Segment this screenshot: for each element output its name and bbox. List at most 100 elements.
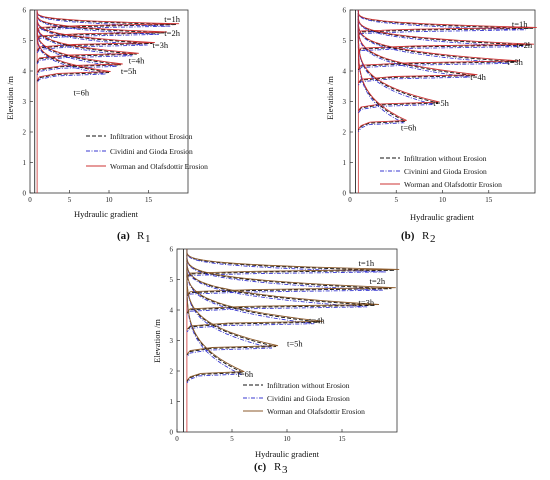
legend-label-infiltration: Infiltration without Erosion [404,154,487,163]
time-label: t=3h [507,57,523,67]
y-tick-label: 3 [170,337,174,345]
chart-marks [355,10,537,193]
y-tick-label: 6 [170,246,174,254]
axis-ticks: 0 1 2 3 4 5 6 0 5 10 15 [23,7,153,205]
series-line-t=4h-cividini [186,258,315,333]
y-tick-label: 5 [170,276,174,284]
chart-marks [34,10,180,193]
x-axis-label: Hydraulic gradient [255,449,320,459]
series-line-t=4h-cividini [36,17,133,65]
series-line-t=6h-worman [357,28,407,130]
x-tick-label: 10 [439,196,447,204]
legend-label-cividini: Cividini and Gioda Erosion [267,394,350,403]
caption-b: (b) R 2 [401,230,436,245]
time-label: t=4h [470,72,486,82]
series-line-t=6h-worman [186,267,245,381]
series-line-t=3h-infiltration [36,14,153,52]
time-label: t=5h [121,66,137,76]
time-label: t=2h [164,28,180,38]
series-line-t=6h-worman [36,26,111,81]
time-annotations: t=1h t=2h t=3h t=4ht=5h t=6h [73,14,180,97]
series-line-t=5h-cividini [357,23,435,114]
legend-label-infiltration: Infiltration without Erosion [267,381,350,390]
y-tick-label: 1 [170,398,174,406]
caption-tag: (c) [254,461,267,473]
caption-a: (a) R 1 [117,230,151,245]
legend-label-cividini: Civinini and Gioda Erosion [404,167,487,176]
y-tick-label: 5 [343,37,347,45]
caption-name: R [274,461,282,473]
y-tick-label: 2 [170,368,174,376]
time-label: t=1h [164,14,180,24]
y-tick-label: 6 [343,7,347,15]
x-tick-label: 0 [348,196,352,204]
legend: Infiltration without Erosion Cividini an… [243,381,365,416]
y-tick-label: 3 [343,98,347,106]
chart-panel-r1: 0 1 2 3 4 5 6 0 5 10 15 t=1h t=2h t=3h t=4ht=5h t=6h I… [5,7,208,220]
x-tick-label: 15 [339,435,347,443]
y-axis-label: Elevation /m [325,76,335,120]
x-tick-label: 10 [106,196,114,204]
caption-tag: (b) [401,230,415,242]
y-tick-label: 5 [23,37,27,45]
time-label: t=6h [73,87,89,97]
time-label: t=4h [309,316,325,326]
time-label: t=2h [370,276,386,286]
x-tick-label: 15 [485,196,493,204]
time-label: t=2h [517,40,533,50]
y-tick-label: 1 [23,159,27,167]
y-axis-label: Elevation /m [5,76,15,120]
time-label: t=6h [238,369,254,379]
caption-name: R [137,230,145,242]
time-label: t=3h [152,40,168,50]
time-label: t=5h [433,98,449,108]
legend-label-infiltration: Infiltration without Erosion [110,132,193,141]
legend: Infiltration without Erosion Civinini an… [380,154,502,189]
y-tick-label: 0 [170,429,174,437]
x-tick-label: 5 [395,196,399,204]
chart-panel-r2: 0 1 2 3 4 5 6 0 5 10 15 t=1h t=2h t=3h t=4h t=5h t=6h I… [325,7,537,222]
time-label: t=5h [287,339,303,349]
chart-marks [183,249,400,432]
legend-label-worman: Worman and Olafsdottir Erosion [110,162,208,171]
y-tick-label: 0 [343,190,347,198]
y-axis-label: Elevation /m [152,319,162,363]
chart-panel-r3: 0 1 2 3 4 5 6 0 5 10 15 t=1h t=2h t=3h t=4h t=5h t=6h I… [152,246,400,459]
time-label: t=6h [401,122,417,132]
axis-ticks: 0 1 2 3 4 5 6 0 5 10 15 [343,7,493,205]
caption-tag: (a) [117,230,130,242]
x-tick-label: 0 [175,435,179,443]
legend-label-worman: Worman and Olafsdottir Erosion [267,407,365,416]
y-tick-label: 6 [23,7,27,15]
time-label: t=1h [512,19,528,29]
time-annotations: t=1h t=2h t=3h t=4h t=5h t=6h [401,19,533,133]
series-line-t=2h-infiltration [36,11,165,41]
caption-subscript: 3 [282,464,288,476]
legend: Infiltration without Erosion Cividini an… [86,132,208,171]
time-label: t=3h [359,297,375,307]
series-line-t=3h-worman [186,255,380,313]
y-tick-label: 4 [23,68,27,76]
y-tick-label: 0 [23,190,27,198]
y-tick-label: 2 [343,129,347,137]
legend-label-cividini: Cividini and Gioda Erosion [110,147,193,156]
x-tick-label: 15 [145,196,153,204]
x-tick-label: 5 [230,435,234,443]
series-line-t=1h-cividini [186,249,387,280]
x-tick-label: 5 [68,196,72,204]
x-axis-label: Hydraulic gradient [74,209,139,219]
x-tick-label: 0 [28,196,32,204]
y-tick-label: 4 [343,68,347,76]
axis-ticks: 0 1 2 3 4 5 6 0 5 10 15 [170,246,347,444]
caption-subscript: 2 [430,233,436,245]
caption-name: R [422,230,430,242]
time-annotations: t=1h t=2h t=3h t=4h t=5h t=6h [238,258,386,379]
series-line-t=5h-worman [357,23,440,111]
series-line-t=1h-infiltration [186,249,395,278]
series-line-t=4h-infiltration [357,19,475,85]
y-tick-label: 2 [23,129,27,137]
time-label: t=4h [129,55,145,65]
time-label: t=1h [359,258,375,268]
caption-subscript: 1 [145,233,151,245]
